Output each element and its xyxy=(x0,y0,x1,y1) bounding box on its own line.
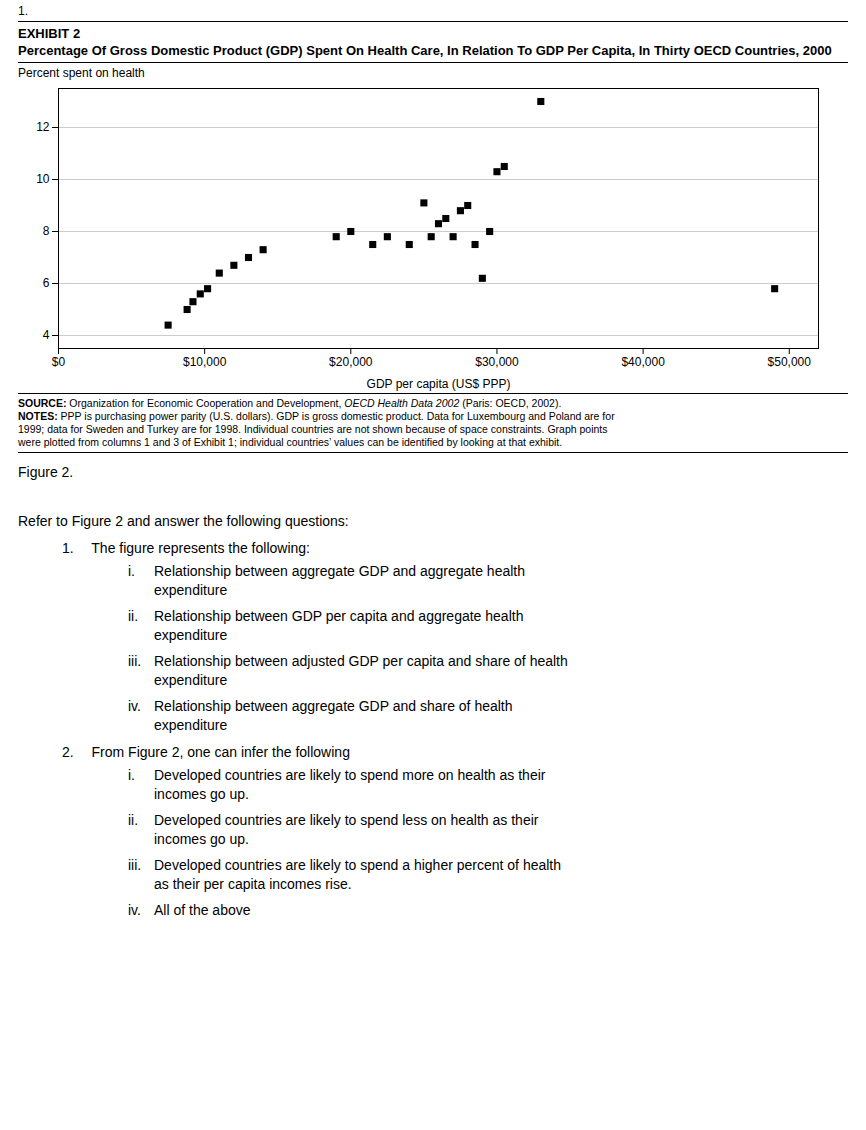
svg-text:10: 10 xyxy=(36,172,50,186)
html-text:ii.: ii. xyxy=(128,608,139,624)
html-text:ii.: ii. xyxy=(128,812,139,828)
svg-text:$20,000: $20,000 xyxy=(329,355,373,369)
svg-text:4: 4 xyxy=(43,328,50,342)
svg-text:$50,000: $50,000 xyxy=(768,355,812,369)
html-text:1. The figure represents the f: 1. The figure represents the following: xyxy=(62,540,310,556)
html-text:2. From Figure 2, one can infe: 2. From Figure 2, one can infer the foll… xyxy=(62,744,350,760)
html-text:i.: i. xyxy=(128,767,135,783)
html-text:NOTES: PPP is purchasing power: NOTES: PPP is purchasing power parity (U… xyxy=(18,410,615,448)
html-text:Developed countries are likely: Developed countries are likely to spend … xyxy=(154,812,539,847)
html-text:Refer to Figure 2 and answer t: Refer to Figure 2 and answer the followi… xyxy=(18,513,349,529)
html-text:Relationship between aggregate: Relationship between aggregate GDP and s… xyxy=(154,698,513,733)
svg-text:12: 12 xyxy=(36,120,50,134)
svg-text:$40,000: $40,000 xyxy=(621,355,665,369)
html-text:SOURCE: Organization for Econo: SOURCE: Organization for Economic Cooper… xyxy=(18,397,562,409)
html-text:iv.: iv. xyxy=(128,902,141,918)
html-text:Figure 2.: Figure 2. xyxy=(18,464,74,480)
html-text:EXHIBIT 2: EXHIBIT 2 xyxy=(18,26,81,41)
html-text:Percentage Of Gross Domestic P: Percentage Of Gross Domestic Product (GD… xyxy=(18,43,832,58)
html-text:Relationship between adjusted: Relationship between adjusted GDP per ca… xyxy=(154,653,568,688)
html-text:iv.: iv. xyxy=(128,698,141,714)
html-text:All of the above: All of the above xyxy=(154,902,251,918)
html-text:Developed countries are likely: Developed countries are likely to spend … xyxy=(154,857,561,892)
svg-text:GDP per capita (US$ PPP): GDP per capita (US$ PPP) xyxy=(367,377,511,391)
svg-text:8: 8 xyxy=(43,224,50,238)
html-text:1.: 1. xyxy=(18,4,28,18)
svg-text:$0: $0 xyxy=(52,355,66,369)
html-text:Percent spent on health: Percent spent on health xyxy=(18,66,145,80)
svg-text:$10,000: $10,000 xyxy=(183,355,227,369)
svg-text:6: 6 xyxy=(43,276,50,290)
html-text:iii.: iii. xyxy=(128,857,142,873)
html-text:Developed countries are likely: Developed countries are likely to spend … xyxy=(154,767,546,802)
html-text:i.: i. xyxy=(128,563,135,579)
html-text:Relationship between aggregate: Relationship between aggregate GDP and a… xyxy=(154,563,525,598)
html-text:Relationship between GDP per c: Relationship between GDP per capita and … xyxy=(154,608,524,643)
html-text:iii.: iii. xyxy=(128,653,142,669)
svg-text:$30,000: $30,000 xyxy=(475,355,519,369)
